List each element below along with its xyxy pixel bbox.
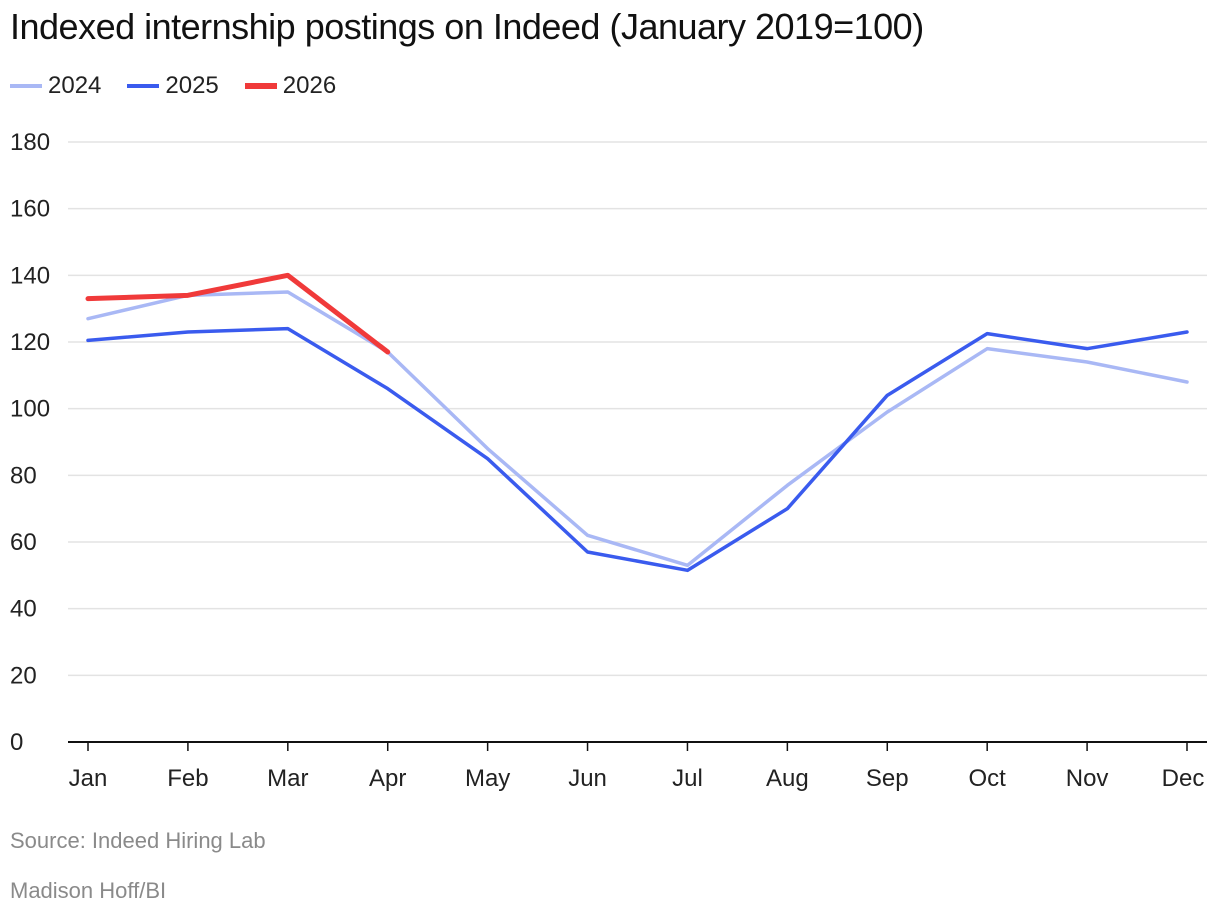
y-tick-label-160: 160 [10, 196, 50, 223]
y-tick-label-140: 140 [10, 262, 50, 289]
legend-swatch-2026 [244, 83, 277, 89]
y-tick-label-40: 40 [10, 596, 37, 623]
x-tick-label-jan: Jan [69, 765, 108, 792]
credit-note: Madison Hoff/BI [10, 878, 167, 903]
legend-item-2024: 2024 [10, 72, 101, 100]
legend-label-2024: 2024 [48, 72, 102, 99]
y-tick-label-100: 100 [10, 396, 50, 423]
x-tick-label-dec: Dec [1162, 765, 1205, 792]
x-tick-label-oct: Oct [969, 765, 1007, 792]
x-tick-label-jun: Jun [568, 765, 607, 792]
y-tick-label-60: 60 [10, 529, 37, 556]
x-tick-label-aug: Aug [766, 765, 809, 792]
legend-swatch-2024 [10, 84, 42, 88]
y-tick-label-0: 0 [10, 729, 23, 756]
legend-swatch-2025 [127, 84, 160, 88]
y-tick-label-20: 20 [10, 662, 37, 689]
legend-item-2026: 2026 [244, 72, 337, 100]
x-tick-label-feb: Feb [167, 765, 208, 792]
chart-title: Indexed internship postings on Indeed (J… [10, 6, 924, 47]
series-line-2025 [86, 326, 1189, 573]
x-tick-label-apr: Apr [369, 765, 406, 792]
chart-legend: 2024 2025 2026 [10, 72, 362, 100]
series-line-2024 [86, 290, 1189, 568]
y-tick-label-80: 80 [10, 462, 37, 489]
y-tick-label-120: 120 [10, 329, 50, 356]
x-tick-label-mar: Mar [267, 765, 308, 792]
x-tick-label-sep: Sep [866, 765, 909, 792]
source-note: Source: Indeed Hiring Lab [10, 828, 266, 853]
legend-label-2026: 2026 [282, 72, 337, 99]
legend-label-2025: 2025 [165, 72, 219, 99]
x-tick-label-nov: Nov [1066, 765, 1109, 792]
legend-item-2025: 2025 [127, 72, 219, 100]
series-line-2026 [85, 272, 391, 355]
x-tick-label-may: May [465, 765, 510, 792]
x-tick-label-jul: Jul [672, 765, 703, 792]
y-tick-label-180: 180 [10, 129, 50, 156]
